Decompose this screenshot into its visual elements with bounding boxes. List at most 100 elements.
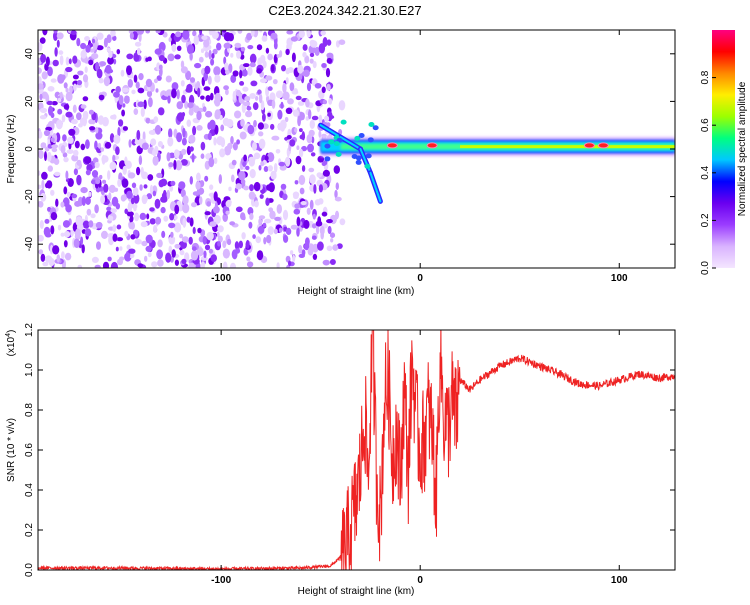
noise-speckle — [226, 118, 234, 128]
noise-speckle — [171, 88, 177, 99]
noise-speckle — [165, 75, 172, 83]
noise-speckle — [238, 240, 243, 249]
noise-speckle — [41, 171, 48, 180]
noise-speckle — [246, 256, 251, 262]
y-tick-label: 20 — [24, 95, 35, 107]
branch-blob — [358, 132, 365, 138]
noise-speckle — [50, 137, 55, 143]
noise-speckle — [256, 250, 264, 261]
noise-speckle — [78, 123, 83, 128]
noise-speckle — [296, 227, 300, 237]
noise-speckle — [174, 54, 181, 60]
noise-speckle — [182, 195, 189, 205]
noise-speckle — [152, 155, 159, 166]
noise-speckle — [240, 118, 245, 127]
noise-speckle — [95, 221, 103, 229]
noise-speckle — [307, 247, 314, 256]
noise-speckle — [130, 234, 136, 240]
noise-speckle — [168, 37, 172, 43]
noise-speckle — [227, 142, 233, 150]
noise-speckle — [138, 73, 144, 81]
noise-speckle — [258, 165, 262, 171]
noise-speckle — [324, 115, 330, 122]
noise-speckle — [228, 186, 232, 192]
colorbar-ticks: 0.0 0.2 0.4 0.6 0.8 — [700, 70, 716, 275]
noise-speckle — [167, 136, 174, 147]
noise-speckle — [52, 59, 59, 67]
noise-speckle — [48, 105, 53, 116]
noise-speckle — [120, 194, 126, 202]
noise-speckle — [216, 136, 224, 146]
noise-speckle — [94, 161, 100, 169]
noise-speckle — [200, 48, 205, 53]
noise-speckle — [203, 39, 210, 48]
noise-speckle — [115, 203, 121, 210]
noise-speckle — [234, 42, 242, 48]
noise-speckle — [206, 201, 211, 207]
noise-speckle — [106, 206, 112, 212]
noise-speckle — [65, 87, 69, 93]
noise-speckle — [310, 152, 316, 157]
noise-speckle — [214, 201, 218, 212]
noise-speckle — [171, 43, 177, 53]
noise-speckle — [259, 30, 263, 33]
noise-speckle — [167, 53, 175, 62]
noise-speckle — [198, 56, 204, 63]
noise-speckle — [73, 168, 78, 176]
branch-blob — [368, 122, 375, 128]
colorbar-tick-label: 0.2 — [700, 213, 711, 227]
noise-speckle — [182, 30, 190, 40]
noise-speckle — [196, 125, 203, 131]
noise-speckle — [95, 126, 99, 134]
noise-speckle — [270, 170, 277, 180]
noise-speckle — [267, 226, 274, 235]
noise-speckle — [239, 81, 245, 86]
noise-speckle — [309, 58, 314, 64]
noise-speckle — [80, 236, 84, 246]
noise-speckle — [46, 180, 53, 189]
noise-speckle — [43, 129, 51, 137]
noise-speckle — [236, 89, 241, 97]
noise-speckle — [187, 102, 194, 109]
noise-speckle — [243, 154, 248, 162]
noise-speckle — [76, 80, 83, 86]
noise-speckle — [146, 213, 150, 220]
noise-speckle — [290, 224, 298, 230]
noise-speckle — [252, 102, 259, 111]
noise-speckle — [197, 227, 202, 234]
noise-speckle — [304, 55, 310, 64]
noise-speckle — [182, 203, 190, 214]
noise-speckle — [209, 221, 217, 228]
noise-speckle — [84, 66, 88, 73]
noise-speckle — [167, 95, 171, 104]
noise-speckle — [81, 196, 86, 206]
noise-speckle — [276, 204, 282, 214]
noise-speckle — [277, 109, 283, 120]
noise-speckle — [173, 215, 178, 221]
noise-speckle — [230, 136, 234, 145]
noise-speckle — [62, 220, 71, 228]
noise-speckle — [231, 174, 235, 183]
noise-speckle — [74, 140, 80, 149]
noise-speckle — [72, 104, 77, 114]
noise-speckle — [199, 30, 203, 36]
noise-speckle — [136, 47, 141, 56]
noise-speckle — [267, 165, 273, 172]
spectrogram-y-ticks: -40 -20 0 20 40 — [24, 48, 675, 251]
noise-speckle — [124, 208, 128, 215]
noise-speckle — [112, 35, 117, 41]
noise-speckle — [278, 227, 283, 233]
noise-speckle — [326, 57, 333, 64]
branch-blob — [367, 137, 374, 143]
noise-speckle — [148, 130, 157, 135]
noise-speckle — [119, 256, 125, 261]
noise-speckle — [149, 218, 156, 225]
noise-speckle — [249, 213, 254, 220]
noise-speckle — [136, 166, 141, 176]
noise-speckle — [140, 221, 148, 228]
noise-speckle — [223, 42, 231, 49]
noise-speckle — [201, 35, 208, 41]
noise-speckle — [267, 53, 273, 61]
spectrogram-y-axis-label: Frequency (Hz) — [6, 115, 17, 184]
noise-speckle — [298, 30, 305, 38]
